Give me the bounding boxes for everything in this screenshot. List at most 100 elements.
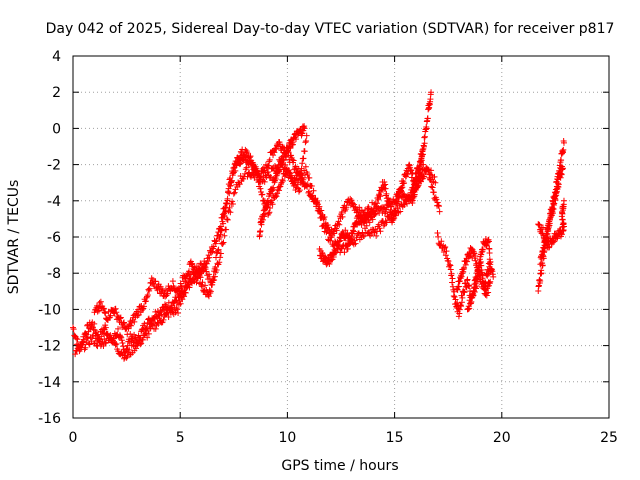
data-point (139, 336, 146, 343)
data-point (432, 179, 439, 186)
data-point (418, 157, 425, 164)
data-point (292, 136, 299, 143)
data-point (227, 179, 234, 186)
data-point (464, 306, 471, 313)
data-point (226, 204, 233, 211)
data-point (113, 340, 120, 347)
data-point (266, 156, 273, 163)
data-point (273, 193, 280, 200)
data-point (197, 274, 204, 281)
data-point (341, 249, 348, 256)
data-point (82, 344, 89, 351)
data-point (101, 305, 108, 312)
data-point (296, 187, 303, 194)
data-point (448, 270, 455, 277)
data-point (232, 167, 239, 174)
data-point (112, 341, 119, 348)
data-point (441, 245, 448, 252)
data-point (429, 184, 436, 191)
data-point (120, 320, 127, 327)
data-point (551, 200, 558, 207)
data-point (138, 340, 145, 347)
data-point (194, 275, 201, 282)
x-axis-label: GPS time / hours (281, 458, 398, 474)
data-point (209, 248, 216, 255)
data-point (225, 188, 232, 195)
data-point (216, 234, 223, 241)
data-point (265, 162, 272, 169)
data-point (442, 244, 449, 251)
data-point (470, 285, 477, 292)
data-point (315, 207, 322, 214)
data-point (555, 181, 562, 188)
data-point (392, 205, 399, 212)
data-point (289, 141, 296, 148)
data-point (424, 166, 431, 173)
data-point (120, 343, 127, 350)
y-tick-label: -16 (38, 411, 61, 427)
data-point (391, 215, 398, 222)
data-point (102, 324, 109, 331)
data-point (152, 278, 159, 285)
data-point (381, 178, 388, 185)
data-point (435, 233, 442, 240)
data-point (237, 160, 244, 167)
data-point (73, 335, 80, 342)
data-point (327, 237, 334, 244)
data-point (270, 184, 277, 191)
data-point (217, 231, 224, 238)
data-point (431, 173, 438, 180)
data-point (560, 139, 567, 146)
data-point (438, 238, 445, 245)
data-point (335, 218, 342, 225)
data-point (397, 208, 404, 215)
data-point (409, 169, 416, 176)
data-point (372, 210, 379, 217)
data-point (266, 209, 273, 216)
y-tick-label: -14 (38, 375, 61, 391)
data-point (274, 190, 281, 197)
data-point (466, 297, 473, 304)
data-point (380, 205, 387, 212)
data-point (352, 240, 359, 247)
data-point (206, 275, 213, 282)
data-point (220, 239, 227, 246)
data-point (223, 226, 230, 233)
data-point (95, 331, 102, 338)
data-point (423, 125, 430, 132)
data-point (302, 163, 309, 170)
data-point (160, 316, 167, 323)
data-point (236, 181, 243, 188)
data-point (230, 190, 237, 197)
y-tick-labels: 4 2 0 -2 -4 -6 -8 -10 -12 -14 -16 (38, 49, 61, 427)
data-point (336, 221, 343, 228)
data-point (198, 261, 205, 268)
data-point (189, 260, 196, 267)
y-tick-label: -4 (47, 194, 61, 210)
x-tick-label: 25 (600, 430, 618, 446)
data-point (449, 275, 456, 282)
data-point (273, 142, 280, 149)
data-point (306, 188, 313, 195)
data-point (434, 229, 441, 236)
data-point (350, 228, 357, 235)
data-point (303, 138, 310, 145)
data-point (249, 159, 256, 166)
data-point (435, 203, 442, 210)
data-point (371, 229, 378, 236)
data-point (254, 168, 261, 175)
data-point (115, 325, 122, 332)
data-point (344, 245, 351, 252)
data-point (480, 238, 487, 245)
data-point (227, 209, 234, 216)
data-point (224, 195, 231, 202)
data-point (464, 258, 471, 265)
data-point (484, 283, 491, 290)
data-point (421, 133, 428, 140)
data-point (265, 169, 272, 176)
y-tick-label: -2 (47, 158, 61, 174)
data-point (295, 177, 302, 184)
data-point (198, 283, 205, 290)
data-point (209, 281, 216, 288)
data-point (185, 281, 192, 288)
